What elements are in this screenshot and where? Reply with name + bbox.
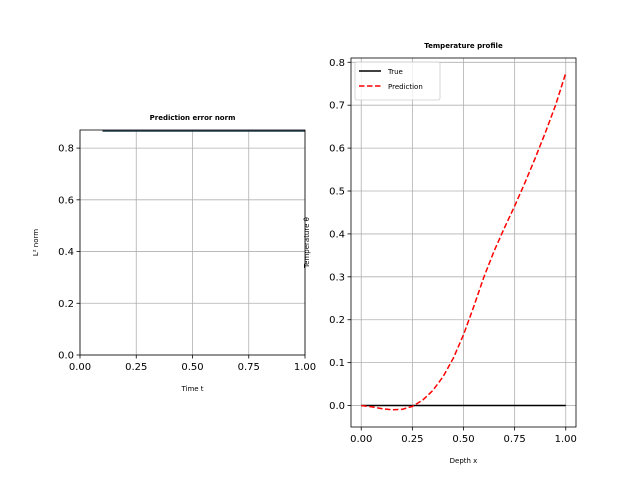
y-tick-label: 0.2 (329, 315, 345, 326)
y-tick-label: 0.1 (329, 358, 345, 369)
x-tick-label: 0.00 (69, 362, 91, 373)
x-tick-label: 0.75 (504, 434, 526, 445)
y-tick-label: 0.4 (58, 247, 74, 258)
x-tick-label: 0.00 (350, 434, 372, 445)
y-tick-label: 0.6 (329, 144, 345, 155)
x-tick-label: 0.25 (125, 362, 147, 373)
axes-frame (79, 129, 306, 356)
error-norm-panel: 0.00 0.25 0.50 0.75 1.00 0.0 0.2 0.4 0.6 0.8 Predi… (32, 114, 316, 393)
panel-title: Prediction error norm (150, 114, 236, 122)
legend-label-true: True (387, 68, 403, 76)
y-tick-label: 0.4 (329, 229, 345, 240)
x-tick-label: 0.50 (181, 362, 203, 373)
x-tick-label: 0.25 (401, 434, 423, 445)
x-tick-label: 0.50 (452, 434, 474, 445)
y-tick-label: 0.3 (329, 272, 345, 283)
y-tick-label: 0.5 (329, 187, 345, 198)
y-tick-label: 0.8 (58, 144, 74, 155)
legend-label-prediction: Prediction (388, 83, 423, 91)
legend: True Prediction (354, 61, 441, 101)
y-tick-label: 0.6 (58, 195, 74, 206)
prediction-line (361, 72, 567, 411)
y-axis-label: L² norm (32, 229, 40, 256)
x-tick-label: 1.00 (294, 362, 316, 373)
x-axis-label: Time t (180, 385, 203, 393)
y-tick-label: 0.0 (58, 351, 74, 362)
panel-title: Temperature profile (424, 42, 503, 50)
x-axis-label: Depth x (450, 457, 478, 465)
y-tick-label: 0.2 (58, 299, 74, 310)
y-tick-label: 0.7 (329, 101, 345, 112)
x-tick-label: 0.75 (238, 362, 260, 373)
y-tick-label: 0.0 (329, 401, 345, 412)
x-tick-label: 1.00 (555, 434, 577, 445)
axes-frame (350, 57, 577, 428)
y-axis-label: Temperature θ (303, 217, 311, 269)
y-tick-label: 0.8 (329, 58, 345, 69)
temperature-profile-panel: 0.00 0.25 0.50 0.75 1.00 0.0 0.1 0.2 0.3 0.4 0.5 0.… (303, 42, 577, 465)
